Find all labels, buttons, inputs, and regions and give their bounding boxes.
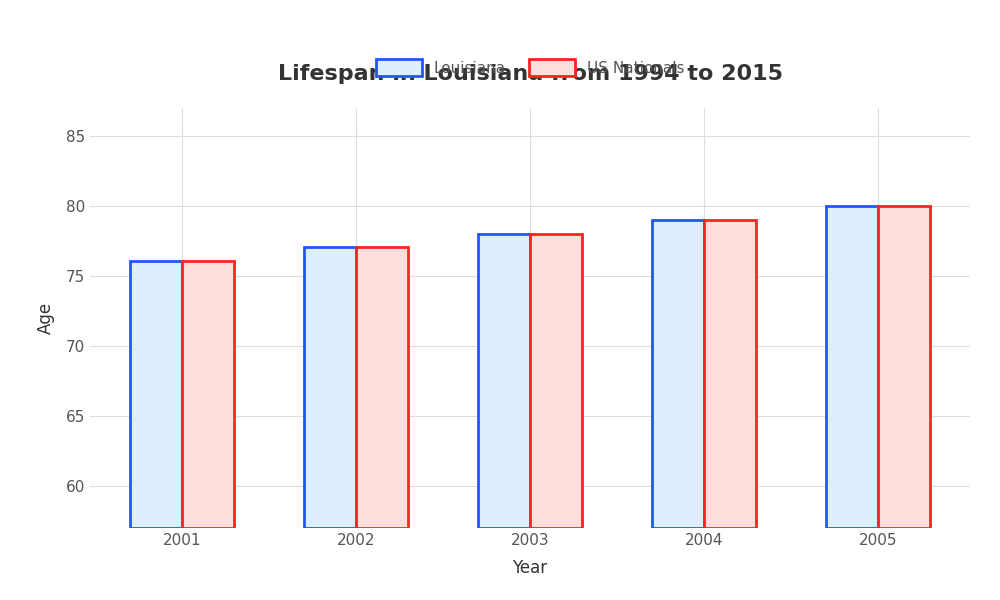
Bar [704, 220, 756, 528]
Bar [304, 247, 356, 528]
X-axis label: Year: Year [512, 559, 548, 577]
Bar [878, 206, 930, 528]
Bar [182, 260, 234, 528]
Bar [652, 220, 704, 528]
Bar [826, 206, 878, 528]
Bar [530, 234, 582, 528]
Bar [356, 247, 408, 528]
Y-axis label: Age: Age [37, 302, 55, 334]
Legend: Louisiana, US Nationals: Louisiana, US Nationals [370, 53, 690, 83]
Bar [130, 260, 182, 528]
Title: Lifespan in Louisiana from 1994 to 2015: Lifespan in Louisiana from 1994 to 2015 [278, 64, 782, 84]
Bar [478, 234, 530, 528]
